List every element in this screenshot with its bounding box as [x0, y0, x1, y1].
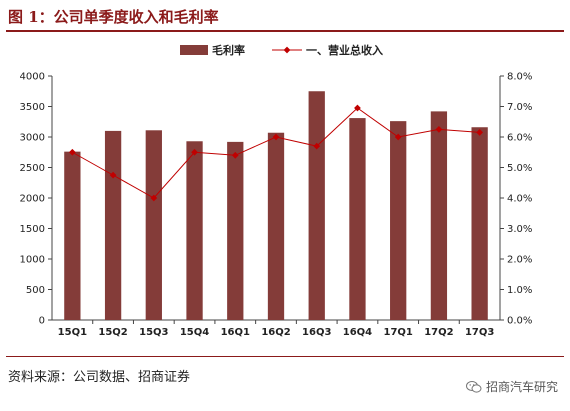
line-point [354, 104, 361, 112]
legend-line-label: 一、营业总收入 [306, 43, 383, 57]
left-tick-label: 1000 [20, 255, 45, 266]
left-tick-label: 500 [26, 285, 45, 296]
right-tick-label: 5.0% [507, 163, 532, 174]
watermark: 招商汽车研究 [465, 378, 558, 395]
source-rule [6, 356, 564, 357]
left-tick-label: 2000 [20, 194, 45, 205]
title-rule [6, 30, 564, 32]
legend-bar-swatch [180, 45, 208, 55]
line-point [68, 148, 76, 156]
watermark-text: 招商汽车研究 [485, 380, 558, 394]
wechat-icon [465, 380, 482, 393]
x-tick-label: 16Q3 [302, 327, 331, 338]
line-point [191, 148, 198, 156]
legend-line-marker [283, 46, 291, 54]
left-tick-label: 4000 [20, 72, 45, 83]
right-tick-label: 2.0% [507, 255, 532, 266]
x-tick-label: 15Q2 [98, 327, 127, 338]
bar [471, 127, 488, 321]
x-tick-label: 17Q1 [383, 327, 412, 338]
right-tick-label: 4.0% [507, 194, 532, 205]
bar [186, 141, 203, 320]
left-tick-label: 1500 [20, 224, 45, 235]
x-tick-label: 16Q2 [261, 327, 290, 338]
line-point [394, 133, 402, 141]
bar [104, 130, 122, 320]
x-tick-label: 15Q4 [180, 327, 209, 338]
x-tick-label: 17Q2 [424, 327, 453, 338]
right-tick-label: 7.0% [507, 102, 532, 113]
right-tick-label: 0.0% [507, 316, 532, 327]
figure-title: 图 1：公司单季度收入和毛利率 [8, 8, 219, 26]
chart: 0 500 1000 1500 2000 2500 3000 3500 4000 0.0% 1.0%… [20, 43, 533, 338]
left-tick-label: 2500 [20, 163, 45, 174]
x-tick-label: 17Q3 [465, 327, 494, 338]
right-tick-label: 3.0% [507, 224, 532, 235]
bar [227, 141, 244, 320]
line-point [435, 125, 443, 133]
x-tick-label: 16Q1 [221, 327, 250, 338]
bar [349, 118, 366, 320]
source-note: 资料来源：公司数据、招商证券 [8, 370, 191, 385]
line-point [231, 151, 239, 159]
x-tick-label: 15Q3 [139, 327, 168, 338]
bar [64, 151, 81, 320]
left-tick-label: 0 [39, 316, 45, 327]
x-tick-label: 16Q4 [343, 327, 372, 338]
right-tick-label: 6.0% [507, 133, 532, 144]
left-tick-label: 3500 [20, 102, 45, 113]
bar [145, 130, 162, 320]
legend-bar-label: 毛利率 [212, 43, 245, 57]
line-point [476, 129, 484, 136]
bar [267, 132, 285, 320]
x-tick-label: 15Q1 [58, 327, 87, 338]
bar [430, 111, 448, 320]
line-point [150, 194, 158, 202]
line-point [109, 171, 117, 179]
bar [308, 91, 325, 320]
line-point [272, 133, 280, 141]
left-tick-label: 3000 [20, 133, 45, 144]
line-point [313, 142, 321, 150]
right-tick-label: 8.0% [507, 72, 532, 83]
right-tick-label: 1.0% [507, 285, 532, 296]
bar [390, 121, 407, 320]
